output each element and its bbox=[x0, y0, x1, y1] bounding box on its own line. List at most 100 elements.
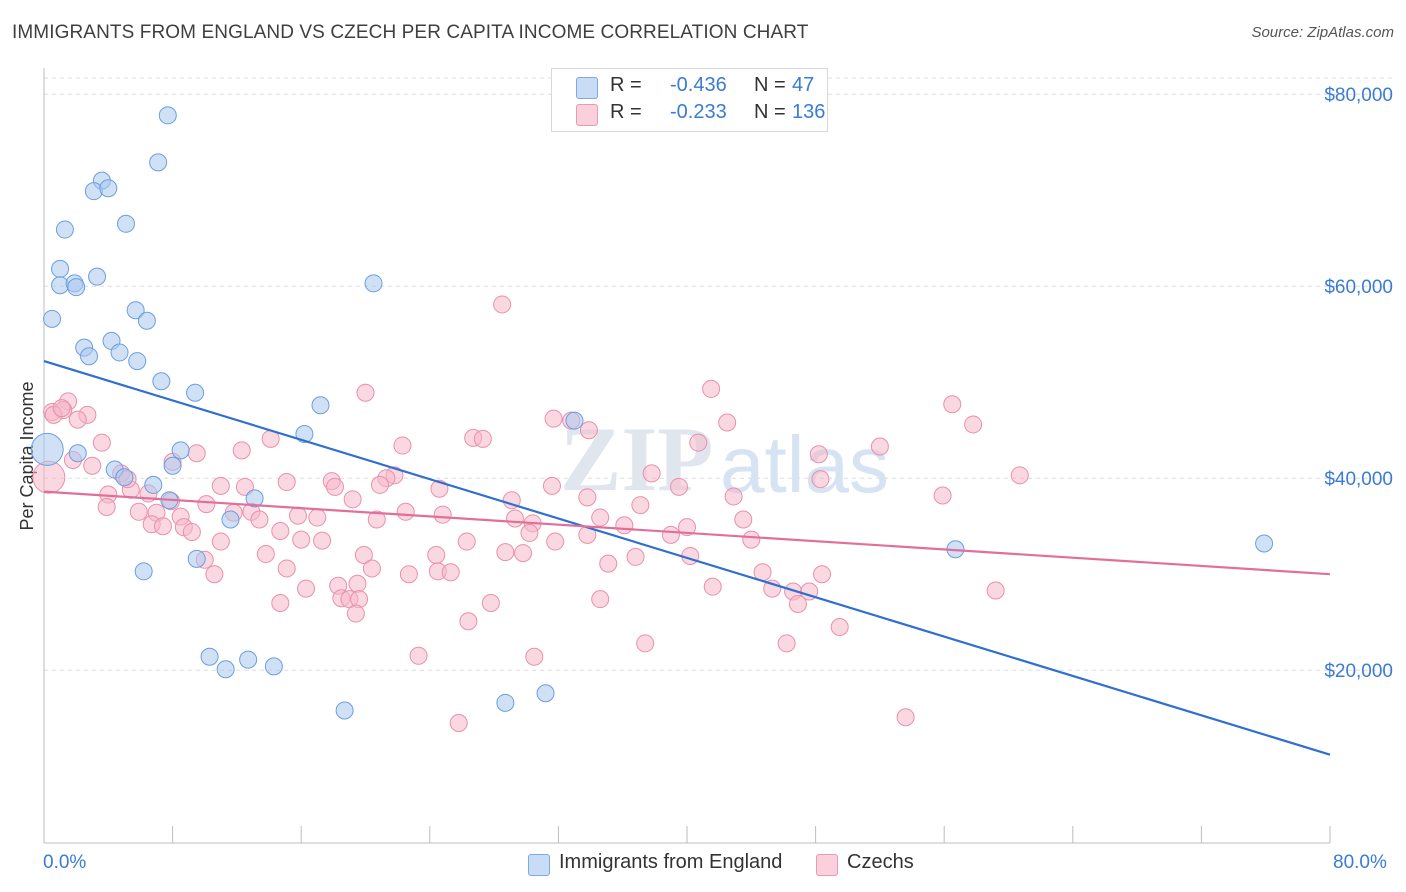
czech-point bbox=[591, 590, 610, 609]
czech-point bbox=[409, 646, 428, 665]
czech-point bbox=[514, 544, 533, 563]
czech-point bbox=[933, 486, 952, 505]
czech-point bbox=[433, 505, 452, 524]
czech-point bbox=[354, 546, 373, 564]
r-label: R = bbox=[610, 101, 642, 123]
england-point bbox=[496, 693, 515, 712]
czech-point bbox=[788, 594, 807, 613]
england-point bbox=[171, 441, 190, 460]
czech-point bbox=[591, 508, 610, 527]
england-trend-line bbox=[43, 360, 1331, 756]
czech-point bbox=[256, 545, 275, 564]
england-point bbox=[335, 701, 354, 720]
czech-point bbox=[636, 634, 655, 653]
czech-point bbox=[493, 295, 512, 314]
england-point bbox=[239, 650, 258, 669]
england-point bbox=[1255, 534, 1274, 553]
legend-label-czechs: Czechs bbox=[847, 851, 914, 873]
czech-point bbox=[811, 470, 830, 489]
england-point bbox=[51, 259, 70, 278]
y-tick-label: $40,000 bbox=[1324, 469, 1393, 490]
czech-point bbox=[182, 522, 201, 541]
czech-point bbox=[481, 594, 500, 612]
x-max-label: 80.0% bbox=[1333, 852, 1387, 873]
england-point bbox=[221, 510, 240, 529]
r-value: -0.233 bbox=[670, 101, 727, 123]
england-point bbox=[187, 549, 206, 568]
czech-point bbox=[703, 577, 722, 596]
data-points bbox=[30, 106, 1274, 732]
czech-point bbox=[362, 559, 381, 578]
czech-point bbox=[211, 476, 230, 495]
r-label: R = bbox=[610, 74, 642, 96]
n-label: N = bbox=[754, 101, 786, 123]
czech-point bbox=[870, 437, 889, 456]
england-point bbox=[186, 383, 205, 402]
czech-point bbox=[642, 464, 661, 483]
y-tick-label: $20,000 bbox=[1324, 661, 1393, 682]
czech-point bbox=[92, 433, 111, 452]
x-min-label: 0.0% bbox=[43, 852, 87, 873]
czech-point bbox=[496, 543, 515, 562]
england-point bbox=[99, 179, 118, 198]
england-point bbox=[30, 432, 64, 466]
czech-point bbox=[32, 460, 66, 494]
czech-point bbox=[277, 559, 296, 578]
czech-point bbox=[702, 379, 721, 398]
y-tick-labels: $20,000 $40,000 $60,000 $80,000 bbox=[1324, 85, 1393, 682]
england-point bbox=[68, 444, 87, 463]
czech-point bbox=[599, 554, 618, 573]
czech-point bbox=[367, 510, 386, 529]
czech-point bbox=[724, 487, 743, 506]
england-point bbox=[88, 267, 107, 286]
czech-point bbox=[441, 563, 460, 582]
czech-point bbox=[235, 477, 254, 496]
czech-point bbox=[129, 502, 148, 521]
czech-point bbox=[520, 523, 539, 542]
england-point bbox=[137, 311, 156, 330]
czech-point bbox=[830, 618, 849, 636]
czech-point bbox=[579, 421, 598, 440]
czech-point bbox=[205, 565, 224, 584]
england-point bbox=[536, 684, 555, 703]
england-point bbox=[115, 468, 134, 487]
england-point bbox=[80, 347, 99, 366]
england-point bbox=[55, 220, 74, 239]
czechs-swatch bbox=[576, 104, 598, 126]
n-label: N = bbox=[754, 74, 786, 96]
source-label: Source: ZipAtlas.com bbox=[1251, 24, 1394, 41]
england-point bbox=[43, 309, 62, 328]
czech-point bbox=[370, 475, 389, 494]
czech-point bbox=[313, 531, 332, 550]
czech-point bbox=[308, 508, 327, 527]
czech-point bbox=[525, 647, 544, 666]
england-point bbox=[67, 278, 86, 297]
czech-point bbox=[288, 506, 307, 525]
czech-point bbox=[689, 433, 708, 452]
czech-point bbox=[718, 413, 737, 432]
czech-point bbox=[346, 604, 365, 623]
y-tick-label: $60,000 bbox=[1324, 277, 1393, 298]
england-point bbox=[311, 396, 330, 415]
y-tick-label: $80,000 bbox=[1324, 85, 1393, 106]
czech-point bbox=[211, 532, 230, 551]
czech-point bbox=[813, 565, 832, 584]
czech-point bbox=[473, 429, 492, 448]
czech-point bbox=[197, 495, 216, 514]
england-point bbox=[128, 352, 147, 371]
england-point bbox=[116, 214, 135, 233]
czech-point bbox=[626, 547, 645, 566]
czech-point bbox=[578, 488, 597, 507]
czech-point bbox=[153, 517, 172, 536]
england-point bbox=[295, 425, 314, 444]
england-point bbox=[126, 301, 145, 320]
england-point bbox=[110, 343, 129, 362]
england-point bbox=[264, 657, 283, 676]
czech-point bbox=[68, 410, 87, 429]
england-point bbox=[163, 456, 182, 475]
england-point bbox=[144, 475, 163, 494]
czech-point bbox=[232, 441, 251, 460]
y-axis-label: Per Capita Income bbox=[17, 381, 37, 530]
czech-point bbox=[505, 509, 524, 528]
